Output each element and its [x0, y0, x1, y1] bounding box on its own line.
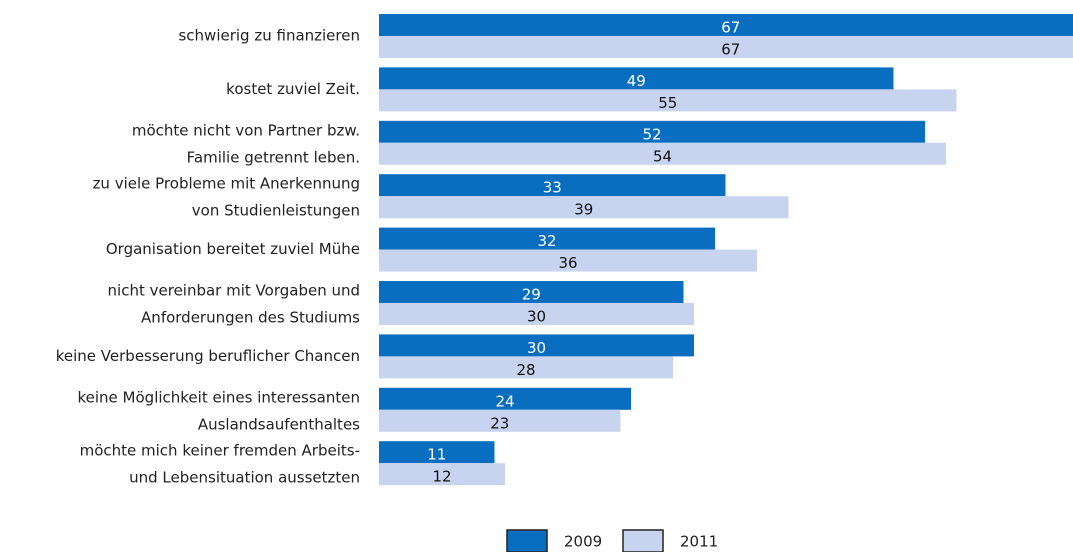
value-label: 55	[658, 94, 677, 112]
category-label: kostet zuviel Zeit.	[226, 80, 360, 98]
value-label: 67	[721, 19, 740, 37]
value-label: 67	[721, 41, 740, 59]
bar	[379, 463, 505, 486]
value-label: 49	[627, 72, 646, 90]
category-label: möchte nicht von Partner bzw.	[132, 121, 360, 139]
category-label: Auslandsaufenthaltes	[198, 415, 360, 433]
bar	[379, 36, 1073, 58]
value-label: 28	[516, 361, 535, 379]
category-label: möchte mich keiner fremden Arbeits-	[80, 442, 360, 460]
category-label: Organisation bereitet zuviel Mühe	[106, 240, 360, 258]
value-label: 12	[432, 468, 451, 486]
bar	[379, 409, 621, 432]
category-label: und Lebensituation aussetzten	[129, 469, 360, 487]
bar	[379, 356, 673, 379]
value-label: 52	[642, 125, 661, 143]
category-label: Anforderungen des Studiums	[141, 309, 360, 327]
category-label: keine Verbesserung beruflicher Chancen	[56, 347, 360, 365]
bar	[379, 120, 925, 143]
category-label: zu viele Probleme mit Anerkennung	[93, 175, 360, 193]
category-label: schwierig zu finanzieren	[178, 27, 360, 45]
bar	[379, 89, 957, 112]
bar	[379, 249, 757, 272]
value-label: 11	[427, 446, 446, 464]
category-label: keine Möglichkeit eines interessanten	[78, 388, 361, 406]
legend-label: 2009	[564, 533, 602, 551]
legend-swatch	[622, 529, 664, 552]
value-label: 29	[522, 286, 541, 304]
bar	[379, 441, 495, 464]
bar	[379, 14, 1073, 36]
bar	[379, 387, 631, 410]
bar	[379, 67, 894, 90]
value-label: 30	[527, 308, 546, 326]
value-label: 54	[653, 147, 672, 165]
value-label: 24	[495, 392, 514, 410]
value-label: 39	[574, 201, 593, 219]
value-label: 30	[527, 339, 546, 357]
legend-label: 2011	[680, 533, 718, 551]
category-label: von Studienleistungen	[192, 202, 360, 220]
bar	[379, 227, 715, 250]
category-label: nicht vereinbar mit Vorgaben und	[108, 282, 360, 300]
category-label: Familie getrennt leben.	[187, 148, 360, 166]
bar	[379, 196, 789, 219]
bar	[379, 142, 946, 165]
bar	[379, 174, 726, 197]
value-label: 23	[490, 414, 509, 432]
value-label: 33	[543, 179, 562, 197]
legend-swatch	[506, 529, 548, 552]
value-label: 32	[537, 232, 556, 250]
bar	[379, 303, 694, 325]
bar	[379, 281, 684, 303]
bar	[379, 334, 694, 357]
value-label: 36	[558, 254, 577, 272]
